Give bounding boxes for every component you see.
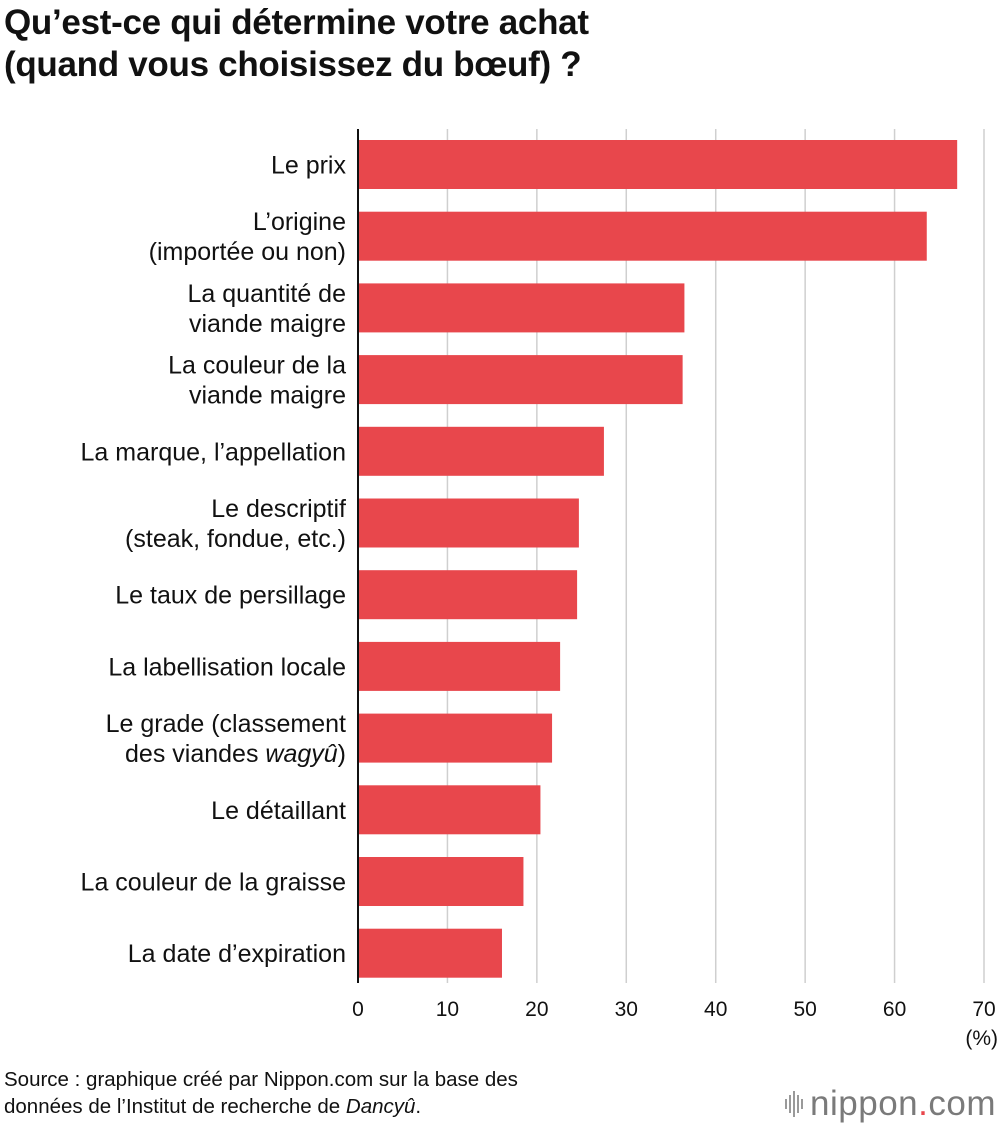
- x-tick-label: 10: [436, 998, 459, 1021]
- bar: [358, 283, 685, 333]
- source-line-2: données de l’Institut de recherche de Da…: [4, 1093, 518, 1120]
- bar: [358, 426, 604, 476]
- bar: [358, 355, 683, 405]
- x-tick-label: 60: [883, 998, 906, 1021]
- category-label: La couleur de la: [168, 352, 346, 380]
- category-label: La date d’expiration: [128, 940, 346, 968]
- category-label: Le détaillant: [211, 797, 346, 825]
- category-label: Le descriptif: [211, 495, 346, 523]
- x-tick-label: 0: [352, 998, 364, 1021]
- x-tick-label: 30: [615, 998, 638, 1021]
- brand-name: nippon: [810, 1084, 919, 1123]
- chart-title-line-2: (quand vous choisissez du bœuf) ?: [4, 45, 582, 84]
- category-label: La couleur de la graisse: [81, 869, 346, 897]
- category-label: Le grade (classement: [106, 710, 346, 738]
- category-label: viande maigre: [189, 310, 346, 338]
- bars: [358, 140, 958, 978]
- x-tick-label: 40: [704, 998, 727, 1021]
- category-label: Le prix: [271, 152, 347, 180]
- waveform-icon: [785, 1091, 804, 1117]
- category-label: La quantité de: [188, 280, 346, 308]
- category-label: Le taux de persillage: [115, 582, 346, 610]
- category-label: La marque, l’appellation: [81, 438, 346, 466]
- category-label: (importée ou non): [149, 238, 346, 266]
- chart-title-line-1: Qu’est-ce qui détermine votre achat: [4, 3, 589, 42]
- category-label: (steak, fondue, etc.): [125, 525, 346, 553]
- category-label: L’origine: [253, 208, 346, 236]
- chart-title: Qu’est-ce qui détermine votre achat (qua…: [4, 2, 994, 86]
- category-label: des viandes wagyû): [125, 740, 346, 768]
- x-tick-label: 70: [972, 998, 995, 1021]
- source-publication-name: Dancyû: [345, 1095, 416, 1118]
- bar: [358, 570, 578, 620]
- bar: [358, 713, 553, 763]
- x-axis-ticks: 0 10 20 30 40 50 60 70: [352, 998, 996, 1021]
- bar: [358, 140, 958, 189]
- bar: [358, 641, 561, 691]
- source-line-1: Source : graphique créé par Nippon.com s…: [4, 1068, 518, 1091]
- x-tick-label: 20: [525, 998, 548, 1021]
- source-note: Source : graphique créé par Nippon.com s…: [4, 1066, 518, 1120]
- category-labels: Le prix L’origine(importée ou non) La quan…: [81, 152, 347, 969]
- bar: [358, 928, 502, 978]
- bar: [358, 785, 541, 835]
- gridlines: [446, 129, 985, 983]
- brand-tld: com: [928, 1084, 996, 1123]
- bar: [358, 857, 524, 906]
- category-label: La labellisation locale: [108, 653, 346, 681]
- brand-dot: .: [918, 1084, 929, 1123]
- source-line-2-end: .: [415, 1095, 422, 1118]
- x-axis-unit-label: (%): [965, 1027, 998, 1050]
- brand-logo: nippon. com: [785, 1084, 996, 1124]
- source-line-2-text: données de l’Institut de recherche de: [4, 1095, 346, 1118]
- bar: [358, 498, 579, 548]
- bar: [358, 211, 927, 261]
- x-tick-label: 50: [793, 998, 816, 1021]
- category-label: viande maigre: [189, 382, 346, 410]
